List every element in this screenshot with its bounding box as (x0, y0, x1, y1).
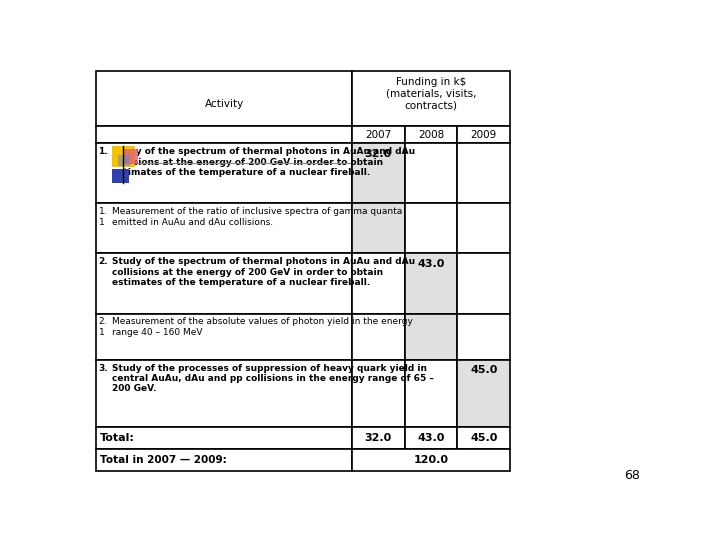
Text: Measurement of the absolute values of photon yield in the energy
range 40 – 160 : Measurement of the absolute values of ph… (112, 318, 413, 337)
Bar (457, 204, 510, 253)
Text: 2007: 2007 (365, 130, 392, 140)
Text: Measurement of the ratio of inclusive spectra of gamma quanta
emitted in AuAu an: Measurement of the ratio of inclusive sp… (112, 207, 402, 227)
Text: 43.0: 43.0 (418, 433, 445, 443)
Text: 68: 68 (624, 469, 640, 482)
Bar (405, 428, 457, 449)
Bar (405, 253, 457, 314)
Bar (96, 314, 352, 360)
Bar (96, 71, 352, 126)
Bar (457, 360, 510, 428)
Text: Activity: Activity (204, 99, 243, 109)
Bar (457, 314, 510, 360)
Bar (118, 155, 130, 166)
Text: Funding in k$
(materials, visits,
contracts): Funding in k$ (materials, visits, contra… (386, 77, 476, 110)
Bar (96, 449, 352, 470)
Bar (122, 148, 138, 164)
Text: 3.: 3. (99, 363, 108, 373)
Text: 2.
1: 2. 1 (99, 318, 107, 337)
Bar (405, 360, 457, 428)
Text: 120.0: 120.0 (413, 455, 449, 465)
Text: Study of the spectrum of thermal photons in AuAu and dAu
collisions at the energ: Study of the spectrum of thermal photons… (112, 147, 415, 177)
Bar (96, 143, 352, 204)
Bar (96, 126, 352, 143)
Bar (352, 204, 405, 253)
Bar (405, 204, 457, 253)
Text: Total in 2007 — 2009:: Total in 2007 — 2009: (100, 455, 227, 465)
Text: 2.: 2. (99, 257, 108, 266)
Text: 32.0: 32.0 (364, 148, 392, 159)
Text: 45.0: 45.0 (470, 365, 498, 375)
Bar (96, 253, 352, 314)
Text: 1.: 1. (99, 147, 108, 156)
Bar (405, 143, 457, 204)
Text: 32.0: 32.0 (364, 433, 392, 443)
Bar (457, 143, 510, 204)
Text: Study of the processes of suppression of heavy quark yield in
central AuAu, dAu : Study of the processes of suppression of… (112, 363, 433, 393)
Bar (405, 126, 457, 143)
Text: 2009: 2009 (471, 130, 497, 140)
Text: 2008: 2008 (418, 130, 444, 140)
Bar (96, 428, 352, 449)
Bar (96, 204, 352, 253)
Bar (352, 143, 405, 204)
Bar (352, 253, 405, 314)
Bar (405, 314, 457, 360)
Text: 43.0: 43.0 (418, 259, 445, 269)
Text: Study of the spectrum of thermal photons in AuAu and dAu
collisions at the energ: Study of the spectrum of thermal photons… (112, 257, 415, 287)
Bar (457, 253, 510, 314)
Bar (352, 314, 405, 360)
Bar (457, 428, 510, 449)
Bar (352, 428, 405, 449)
Bar (352, 449, 510, 470)
Bar (96, 360, 352, 428)
Bar (112, 146, 135, 167)
Bar (352, 126, 405, 143)
Text: Total:: Total: (100, 433, 135, 443)
Text: 1.
1: 1. 1 (99, 207, 107, 227)
Bar (352, 71, 510, 126)
Bar (457, 126, 510, 143)
Bar (112, 168, 129, 183)
Bar (352, 360, 405, 428)
Text: 45.0: 45.0 (470, 433, 498, 443)
